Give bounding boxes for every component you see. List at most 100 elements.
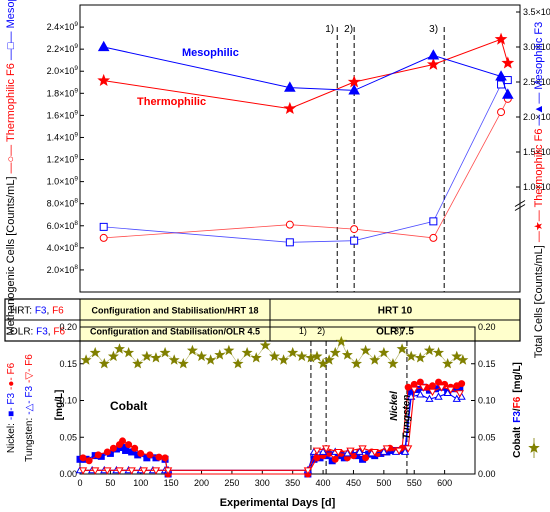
bottom-panel: 0.00 0.05 0.10 0.15 0.20 0.00 0.05 0.10 0.15 0.20…: [6, 322, 540, 509]
left-tick-label: 6.0×108: [47, 220, 79, 231]
data-point: [362, 454, 370, 462]
data-point: [127, 467, 136, 475]
left-axis-label-nickel-part: -■- F3: [6, 393, 17, 421]
data-point: [394, 447, 404, 455]
table-phase1: Configuration and Stabilisation/HRT 18: [91, 306, 258, 316]
data-point: [458, 380, 466, 388]
data-point: [423, 344, 435, 356]
data-point: [287, 346, 299, 358]
left-tick-label: 2.0×109: [47, 65, 79, 76]
right-tick-label: 3.0×1010: [523, 41, 550, 52]
table-row-label-part: HRT:: [10, 306, 35, 317]
data-point: [416, 378, 424, 386]
data-point: [285, 238, 294, 247]
data-point: [360, 344, 372, 356]
data-point: [396, 343, 408, 354]
data-point: [159, 346, 171, 358]
data-point: [369, 354, 381, 365]
left-tick-label: 0.05: [59, 432, 77, 442]
data-point: [303, 467, 313, 475]
right-tick-label: 0.05: [478, 432, 496, 442]
data-point: [434, 392, 443, 400]
data-point: [455, 390, 464, 398]
data-point: [113, 343, 126, 354]
data-point: [329, 346, 341, 358]
data-point: [283, 101, 297, 115]
data-point: [139, 467, 148, 475]
mesophilic-label: Mesophilic: [182, 47, 239, 59]
data-point: [348, 84, 360, 95]
data-point: [123, 346, 135, 358]
left-axis-label-part: -△- F3: [24, 386, 35, 415]
right-tick-label: 2.5×1010: [523, 76, 550, 87]
left-tick-label: 0.00: [59, 469, 77, 479]
x-tick-label: 500: [376, 478, 391, 488]
left-axis-label-tungsten: Tungsten: -△- F3 -▽- F6: [24, 354, 35, 462]
data-point: [119, 437, 127, 445]
data-point: [379, 447, 389, 455]
right-axis-label-part: F3: [512, 411, 523, 423]
left-axis-label-part: Tungsten:: [24, 418, 35, 462]
table-row-label-part: F6: [52, 306, 64, 317]
data-point: [186, 344, 198, 356]
table-phase1: Configuration and Stabilisation/OLR 4.5: [90, 327, 260, 337]
data-point: [268, 350, 280, 362]
data-point: [410, 386, 419, 394]
axis-break: [514, 200, 526, 207]
right-axis-label-part: /: [512, 408, 523, 411]
data-point: [404, 383, 412, 391]
left-axis-label-part: -▽- F6: [24, 354, 35, 383]
data-point: [323, 354, 335, 365]
data-point: [346, 447, 355, 455]
data-point: [426, 57, 440, 70]
data-point: [232, 357, 244, 369]
data-point: [335, 335, 347, 347]
thermophilic-label: Thermophilic: [137, 96, 206, 108]
axis-break: [514, 204, 526, 211]
data-point: [150, 352, 162, 363]
data-point: [427, 49, 440, 60]
data-point: [137, 449, 145, 457]
x-tick-label: 350: [285, 478, 300, 488]
data-point: [97, 40, 110, 52]
left-tick-label: 0.15: [59, 359, 77, 369]
data-point: [132, 357, 144, 369]
data-point: [214, 349, 226, 360]
left-tick-label: 1.0×109: [47, 176, 79, 187]
data-point: [428, 382, 436, 390]
data-point: [311, 350, 323, 362]
data-point: [89, 346, 101, 358]
data-point: [131, 444, 139, 452]
top-plot-frame: [79, 4, 521, 293]
left-axis-unit: [mg/L]: [54, 390, 65, 421]
data-point: [285, 220, 294, 229]
left-axis-unit-part: [mg/L]: [54, 390, 65, 421]
data-point: [442, 357, 454, 369]
data-point: [358, 445, 367, 453]
right-tick-label: 3.5×1010: [523, 6, 550, 17]
right-axis-label: Total Cells [Counts/mL] —★— Thermophilic …: [533, 22, 545, 359]
left-axis-label-nickel: Nickel: -■- F3 -●- F6: [6, 362, 17, 453]
right-tick-label: 0.10: [478, 396, 496, 406]
left-tick-label: 2.4×109: [47, 21, 79, 32]
event-label: 3): [429, 24, 438, 35]
left-tick-label: 1.6×109: [47, 109, 79, 120]
data-point: [501, 56, 515, 69]
data-point: [146, 451, 154, 459]
left-axis-label-part: —□— Mesophilic F3: [5, 0, 17, 60]
tungsten-label: Tungsten: [401, 395, 412, 440]
phase-table: HRT: F3, F6 Configuration and Stabilisati…: [4, 298, 521, 342]
data-point: [168, 354, 180, 365]
right-tick-label: 2.0×1010: [523, 111, 550, 122]
data-point: [122, 446, 130, 454]
right-tick-label: 1.5×1010: [523, 146, 550, 157]
x-tick-label: 400: [316, 478, 331, 488]
event-label: 2): [344, 24, 353, 35]
x-tick-label: 550: [407, 478, 422, 488]
data-point: [350, 225, 359, 234]
data-point: [451, 350, 463, 362]
data-point: [495, 70, 507, 81]
left-axis-label-nickel-part: Nickel:: [6, 423, 17, 453]
right-tick-label: 1.0×1010: [523, 181, 550, 192]
x-tick-label: 50: [105, 478, 115, 488]
